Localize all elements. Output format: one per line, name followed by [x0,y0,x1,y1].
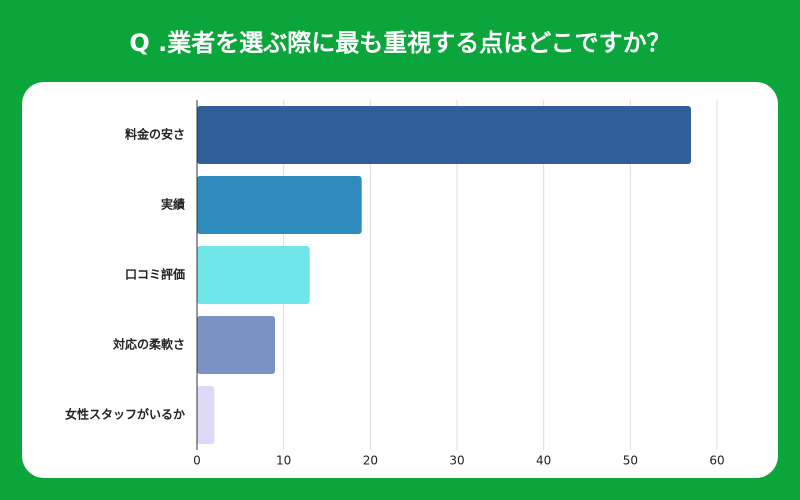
y-tick-label: 料金の安さ [125,127,185,142]
y-tick-label: 実績 [161,197,185,212]
x-tick-label: 0 [193,454,201,468]
chart-title: Q .業者を選ぶ際に最も重視する点はどこですか？ [129,29,670,57]
bar [197,246,310,304]
x-tick-label: 10 [276,454,291,468]
y-tick-label: 口コミ評価 [125,267,185,282]
bar [197,106,691,164]
x-tick-label: 60 [709,454,724,468]
x-tick-label: 50 [623,454,638,468]
x-tick-label: 30 [449,454,464,468]
y-tick-label: 対応の柔軟さ [112,337,185,352]
x-tick-label: 40 [536,454,551,468]
bar [197,316,275,374]
y-tick-label: 女性スタッフがいるか [65,407,185,422]
bar [197,176,362,234]
x-tick-label: 20 [363,454,378,468]
bar [197,386,215,444]
